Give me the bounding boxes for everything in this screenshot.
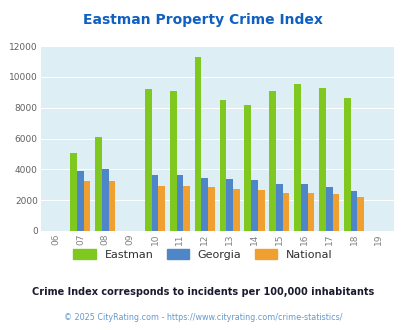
Bar xyxy=(151,175,158,231)
Bar xyxy=(282,192,289,231)
Bar xyxy=(294,84,300,231)
Bar xyxy=(232,189,239,231)
Bar xyxy=(201,178,208,231)
Bar xyxy=(208,187,214,231)
Bar xyxy=(77,171,83,231)
Bar xyxy=(343,98,350,231)
Bar xyxy=(183,185,190,231)
Bar xyxy=(176,175,183,231)
Bar xyxy=(145,88,151,231)
Bar xyxy=(350,191,356,231)
Bar xyxy=(244,105,251,231)
Bar xyxy=(169,91,176,231)
Bar xyxy=(219,100,226,231)
Bar xyxy=(102,169,109,231)
Text: © 2025 CityRating.com - https://www.cityrating.com/crime-statistics/: © 2025 CityRating.com - https://www.city… xyxy=(64,313,341,322)
Bar xyxy=(307,193,313,231)
Bar xyxy=(158,185,165,231)
Bar xyxy=(257,190,264,231)
Bar xyxy=(109,181,115,231)
Bar xyxy=(226,180,232,231)
Bar xyxy=(83,181,90,231)
Bar xyxy=(269,91,275,231)
Bar xyxy=(70,153,77,231)
Bar xyxy=(194,57,201,231)
Bar xyxy=(275,184,282,231)
Text: Crime Index corresponds to incidents per 100,000 inhabitants: Crime Index corresponds to incidents per… xyxy=(32,287,373,297)
Bar xyxy=(300,184,307,231)
Text: Eastman Property Crime Index: Eastman Property Crime Index xyxy=(83,13,322,27)
Bar xyxy=(318,88,325,231)
Legend: Eastman, Georgia, National: Eastman, Georgia, National xyxy=(73,249,332,260)
Bar xyxy=(95,137,102,231)
Bar xyxy=(251,180,257,231)
Bar xyxy=(332,194,339,231)
Bar xyxy=(356,197,363,231)
Bar xyxy=(325,187,332,231)
